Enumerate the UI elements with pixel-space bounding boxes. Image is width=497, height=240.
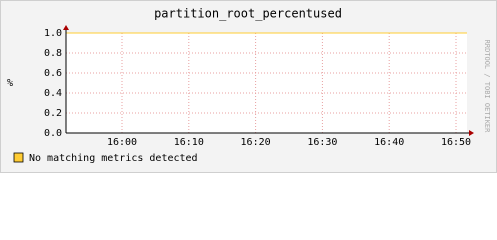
y-tick-label: 0.6 (44, 68, 62, 79)
watermark: RRDTOOL / TOBI OETIKER (483, 40, 491, 134)
x-axis-arrow (469, 130, 474, 136)
y-tick-label: 0.0 (44, 128, 62, 139)
x-tick-label: 16:10 (174, 137, 204, 148)
y-axis-arrow (63, 25, 69, 30)
chart-title: partition_root_percentused (154, 7, 342, 21)
x-tick-label: 16:20 (241, 137, 271, 148)
y-axis-label: % (7, 78, 13, 89)
x-tick-label: 16:30 (307, 137, 337, 148)
y-tick-label: 0.2 (44, 108, 62, 119)
legend-label: No matching metrics detected (29, 153, 198, 164)
legend-swatch (13, 152, 24, 163)
y-tick-label: 0.8 (44, 48, 62, 59)
y-tick-label: 1.0 (44, 28, 62, 39)
y-tick-label: 0.4 (44, 88, 62, 99)
x-tick-label: 16:00 (107, 137, 137, 148)
x-tick-label: 16:40 (374, 137, 404, 148)
x-tick-label: 16:50 (441, 137, 471, 148)
plot-area (66, 33, 467, 133)
chart: partition_root_percentused % RRDTOOL / T… (0, 0, 497, 173)
